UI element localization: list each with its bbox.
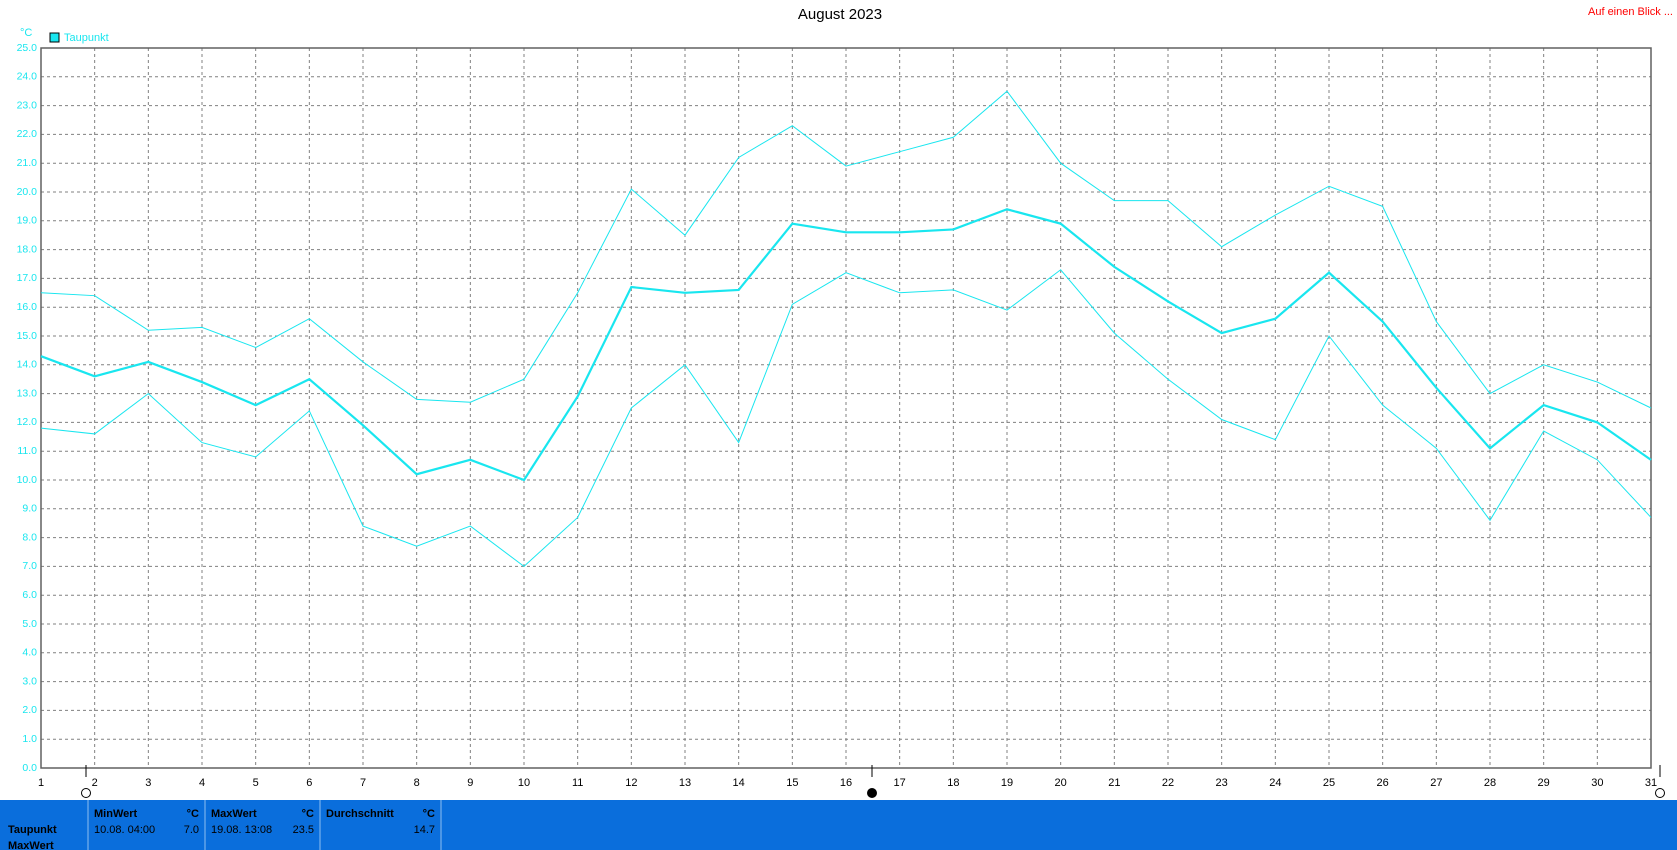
- cell-value: 14.7: [414, 824, 435, 836]
- x-tick-label: 9: [467, 777, 473, 789]
- cell-time: 19.08. 13:08: [211, 824, 272, 836]
- y-tick-label: 21.0: [17, 157, 38, 169]
- x-tick-label: 11: [572, 777, 583, 789]
- y-tick-label: 17.0: [17, 272, 38, 284]
- row-label: Taupunkt: [8, 824, 57, 836]
- x-tick-label: 18: [947, 777, 959, 789]
- y-tick-label: 7.0: [22, 560, 37, 572]
- x-tick-label: 6: [306, 777, 312, 789]
- y-unit: °C: [20, 27, 32, 39]
- cell-value: 7.0: [184, 824, 199, 836]
- y-tick-label: 9.0: [22, 503, 37, 515]
- x-tick-label: 24: [1269, 777, 1281, 789]
- x-tick-label: 4: [199, 777, 205, 789]
- cell-time: 10.08. 04:00: [94, 824, 155, 836]
- x-tick-label: 23: [1216, 777, 1228, 789]
- y-tick-label: 15.0: [17, 330, 38, 342]
- y-tick-label: 24.0: [17, 71, 38, 83]
- x-tick-label: 29: [1538, 777, 1550, 789]
- y-tick-label: 16.0: [17, 301, 38, 313]
- series-line: [40, 90, 1652, 409]
- x-tick-label: 26: [1377, 777, 1389, 789]
- x-tick-label: 25: [1323, 777, 1335, 789]
- x-tick-label: 1: [38, 777, 44, 789]
- x-tick-label: 13: [679, 777, 691, 789]
- series-line: [40, 208, 1652, 482]
- overview-link[interactable]: Auf einen Blick ...: [1588, 6, 1673, 18]
- y-tick-label: 0.0: [22, 762, 37, 774]
- x-tick-label: 8: [414, 777, 420, 789]
- x-tick-label: 22: [1162, 777, 1174, 789]
- y-tick-label: 12.0: [17, 416, 38, 428]
- y-tick-label: 2.0: [22, 704, 37, 716]
- column-unit: °C: [302, 808, 314, 820]
- x-tick-label: 20: [1055, 777, 1067, 789]
- row-label: MaxWert: [8, 840, 54, 850]
- y-tick-label: 5.0: [22, 618, 37, 630]
- moon-phase-icon: [867, 788, 877, 798]
- x-tick-label: 19: [1001, 777, 1013, 789]
- y-tick-label: 6.0: [22, 589, 37, 601]
- column-header: MaxWert: [211, 808, 257, 820]
- x-tick-label: 14: [733, 777, 745, 789]
- y-tick-label: 3.0: [22, 675, 37, 687]
- y-tick-label: 23.0: [17, 99, 38, 111]
- moon-phase-icon: [81, 788, 91, 798]
- y-tick-label: 10.0: [17, 474, 38, 486]
- moon-phase-icon: [1655, 788, 1665, 798]
- x-tick-label: 28: [1484, 777, 1496, 789]
- y-tick-label: 14.0: [17, 359, 38, 371]
- y-tick-label: 8.0: [22, 531, 37, 543]
- x-tick-label: 21: [1108, 777, 1120, 789]
- x-tick-label: 10: [518, 777, 530, 789]
- series-line: [40, 269, 1652, 568]
- y-tick-label: 22.0: [17, 128, 38, 140]
- column-header: Durchschnitt: [326, 808, 394, 820]
- stats-panel: [0, 800, 1677, 850]
- y-tick-label: 20.0: [17, 186, 38, 198]
- x-tick-label: 12: [625, 777, 637, 789]
- cell-value: 23.5: [293, 824, 314, 836]
- y-tick-label: 1.0: [22, 733, 37, 745]
- x-tick-label: 7: [360, 777, 366, 789]
- y-tick-label: 13.0: [17, 387, 38, 399]
- column-unit: °C: [423, 808, 435, 820]
- x-tick-label: 17: [894, 777, 906, 789]
- y-tick-label: 11.0: [17, 445, 37, 457]
- x-tick-label: 27: [1430, 777, 1442, 789]
- x-tick-label: 15: [786, 777, 798, 789]
- x-tick-label: 31: [1645, 777, 1657, 789]
- y-tick-label: 25.0: [17, 42, 38, 54]
- x-tick-label: 5: [253, 777, 259, 789]
- x-tick-label: 3: [145, 777, 151, 789]
- y-tick-label: 4.0: [22, 647, 37, 659]
- column-unit: °C: [187, 808, 199, 820]
- chart-title: August 2023: [798, 6, 882, 23]
- x-tick-label: 16: [840, 777, 852, 789]
- legend-label: Taupunkt: [64, 32, 109, 44]
- legend-swatch: [49, 32, 60, 43]
- y-tick-label: 19.0: [17, 215, 38, 227]
- column-header: MinWert: [94, 808, 138, 820]
- x-tick-label: 30: [1591, 777, 1603, 789]
- y-tick-label: 18.0: [17, 243, 38, 255]
- x-tick-label: 2: [92, 777, 98, 789]
